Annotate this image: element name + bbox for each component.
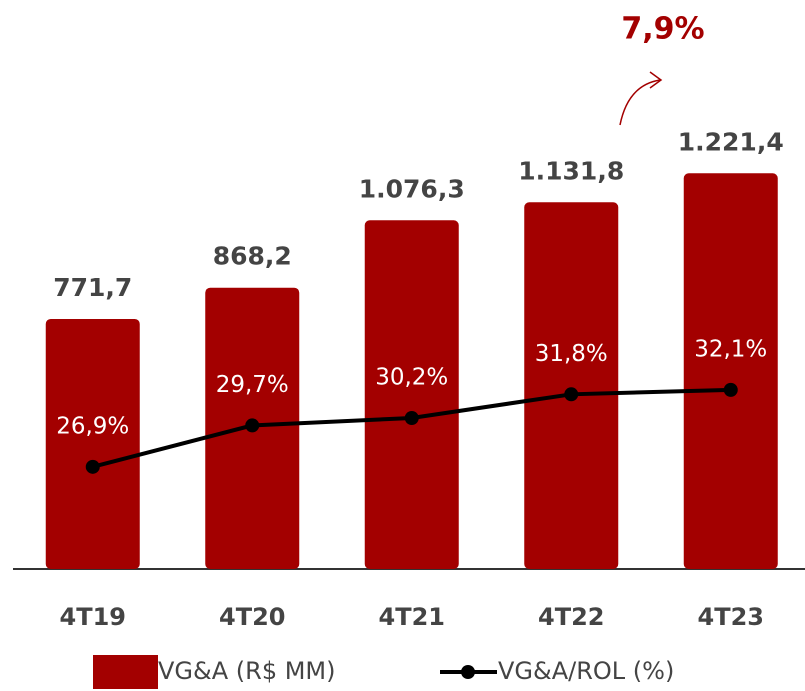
x-tick-label: 4T20 bbox=[219, 603, 285, 631]
ratio-point bbox=[723, 382, 738, 397]
ratio-point bbox=[564, 387, 579, 402]
growth-annotation: 7,9% bbox=[621, 12, 704, 47]
ratio-value-label: 26,9% bbox=[56, 413, 129, 439]
bar-value-label: 771,7 bbox=[53, 273, 132, 302]
ratio-value-label: 32,1% bbox=[694, 336, 767, 362]
bar bbox=[364, 220, 459, 569]
x-tick-label: 4T21 bbox=[379, 603, 445, 631]
ratio-value-label: 29,7% bbox=[216, 372, 289, 398]
growth-arrow bbox=[619, 79, 661, 126]
ratio-point bbox=[85, 459, 100, 474]
bar-value-label: 868,2 bbox=[213, 242, 292, 271]
legend-marker bbox=[461, 665, 475, 679]
ratio-point bbox=[404, 410, 419, 425]
bar bbox=[45, 318, 140, 569]
growth-arrow-head bbox=[649, 71, 663, 89]
legend-label: VG&A/ROL (%) bbox=[498, 657, 674, 685]
x-tick-label: 4T23 bbox=[698, 603, 764, 631]
bar-value-label: 1.076,3 bbox=[359, 174, 465, 203]
legend-swatch bbox=[93, 655, 158, 689]
ratio-value-label: 30,2% bbox=[375, 364, 448, 390]
legend-label: VG&A (R$ MM) bbox=[158, 657, 336, 685]
bar bbox=[524, 202, 619, 569]
x-tick-label: 4T19 bbox=[60, 603, 126, 631]
ratio-point bbox=[245, 418, 260, 433]
bar bbox=[683, 173, 778, 569]
bar-value-label: 1.221,4 bbox=[678, 127, 784, 156]
x-tick-label: 4T22 bbox=[538, 603, 604, 631]
bar-value-label: 1.131,8 bbox=[518, 156, 624, 185]
ratio-value-label: 31,8% bbox=[535, 341, 608, 367]
